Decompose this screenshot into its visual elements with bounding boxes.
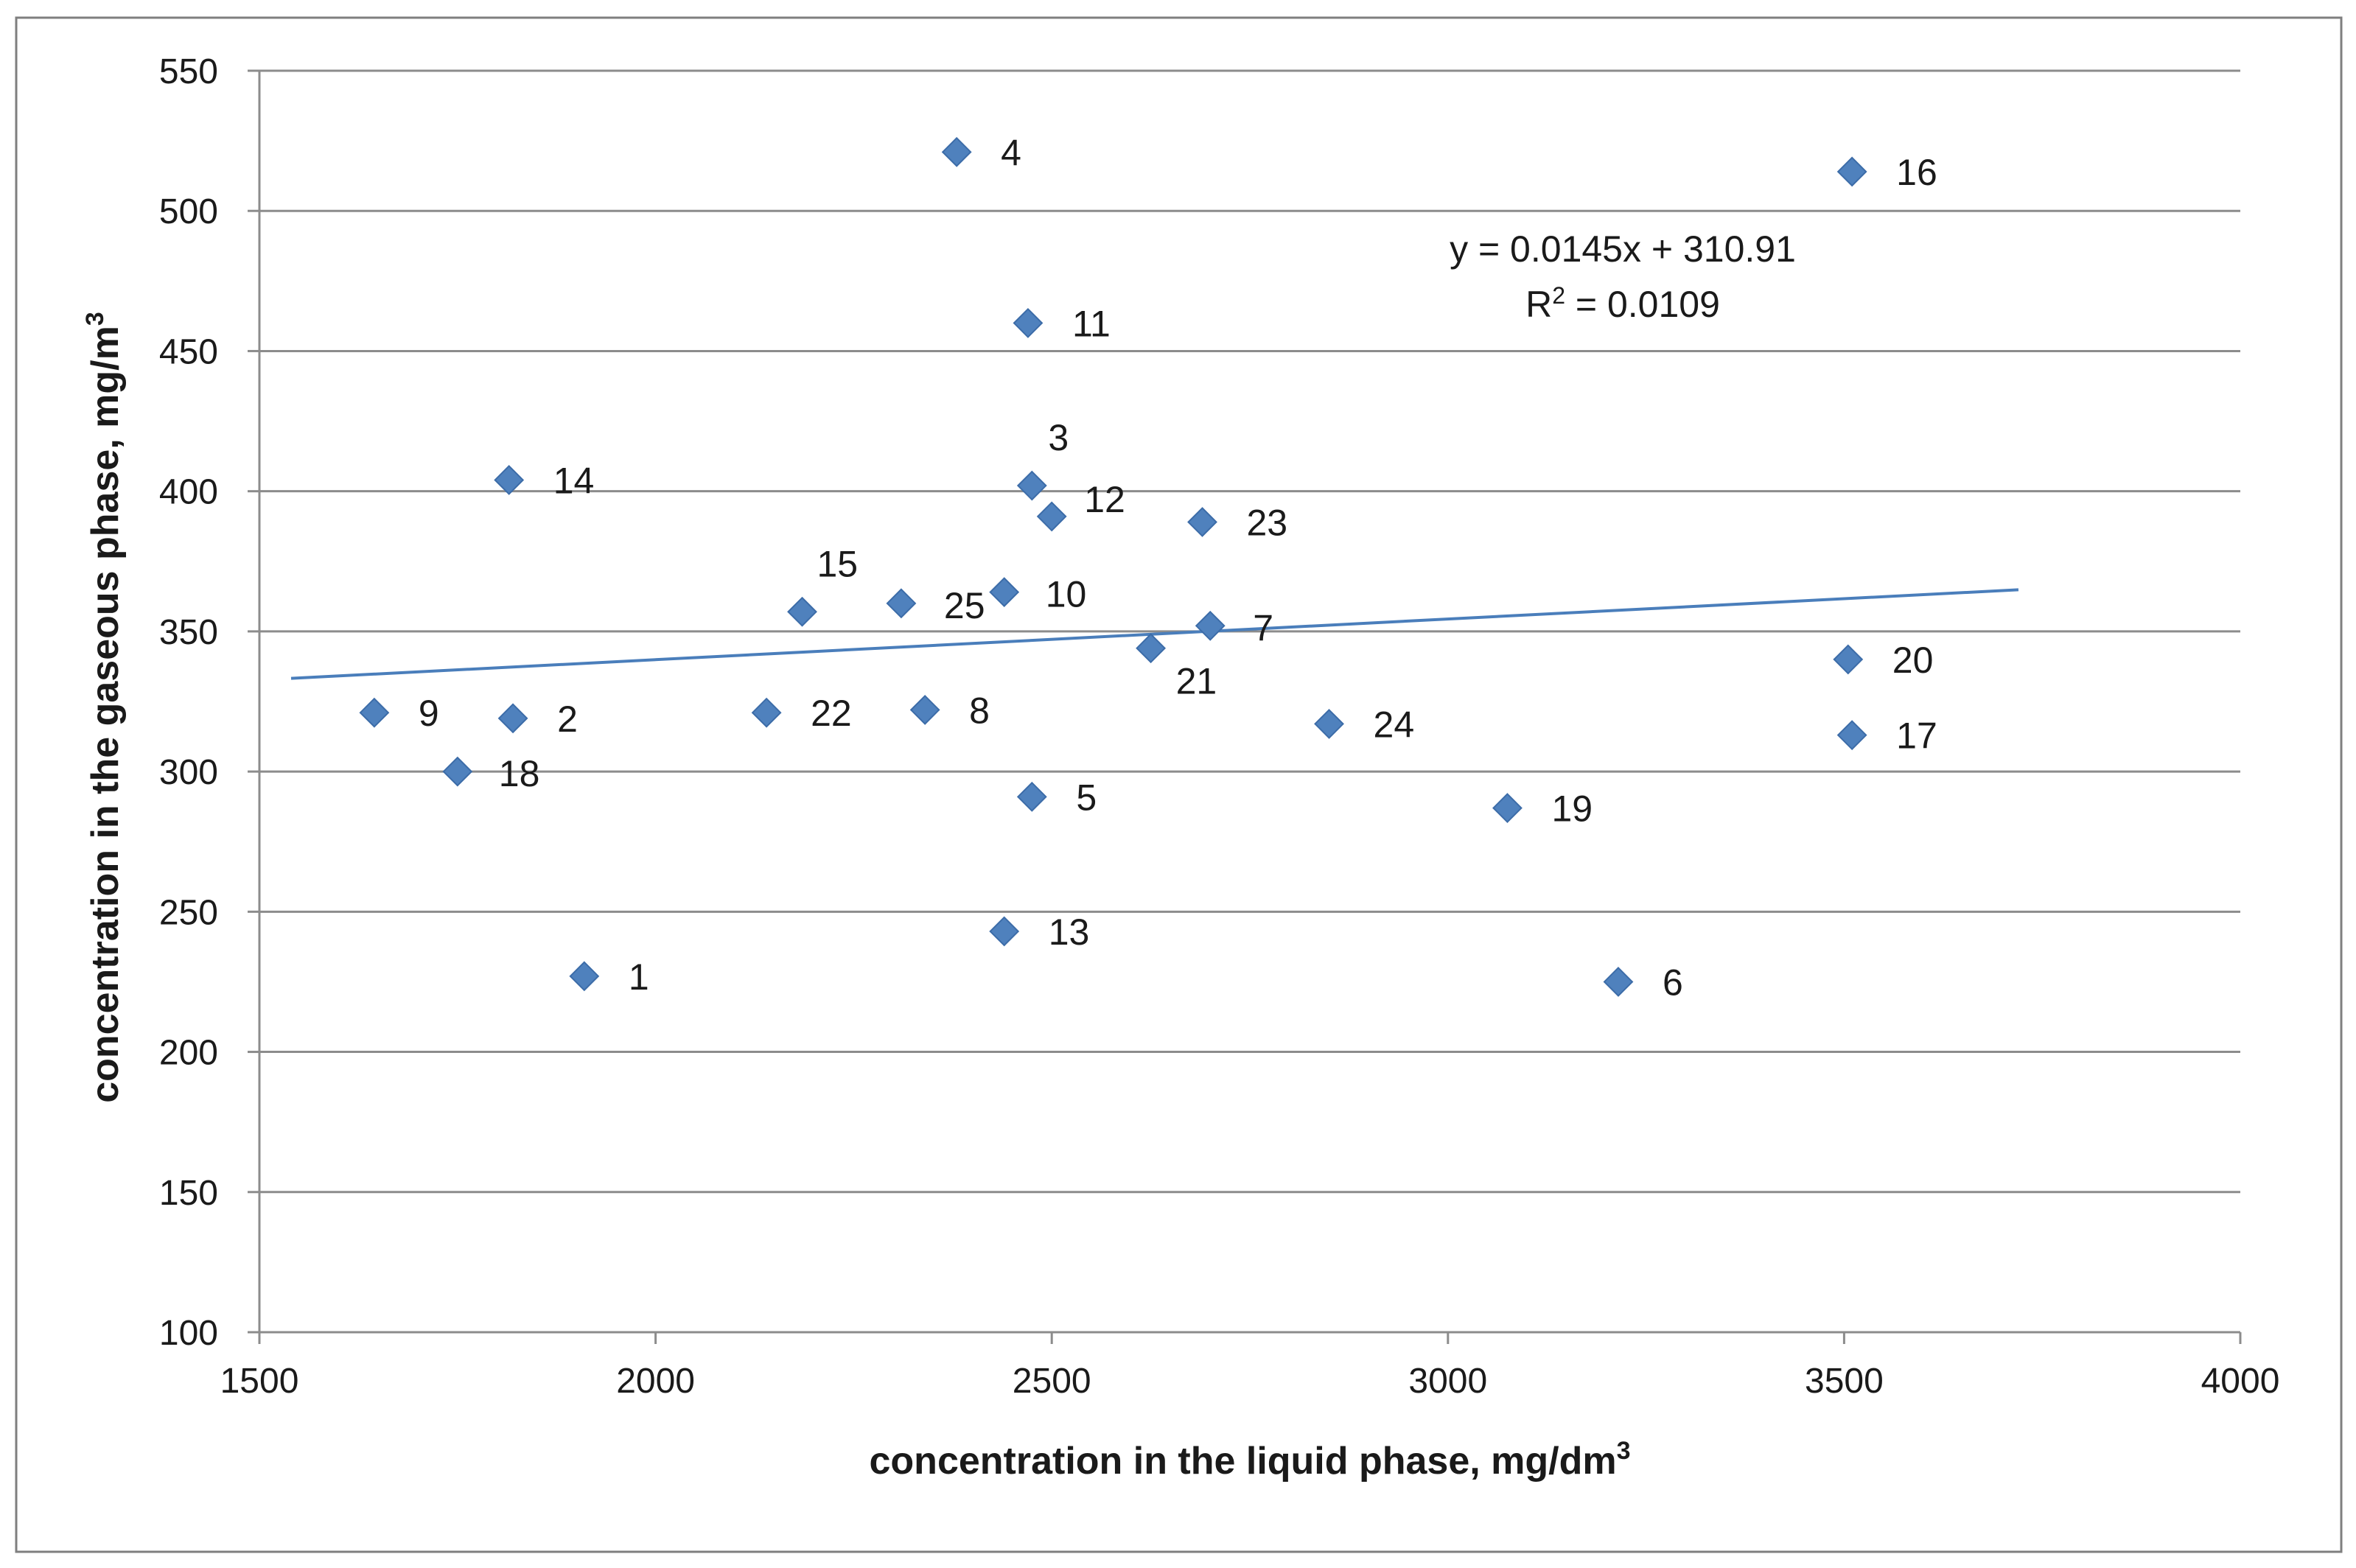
data-point-18 — [442, 756, 473, 787]
point-label-3: 3 — [1048, 417, 1069, 458]
point-label-2: 2 — [557, 699, 578, 740]
y-tick-label-450: 450 — [159, 332, 218, 371]
point-label-16: 16 — [1896, 152, 1937, 193]
point-label-11: 11 — [1072, 303, 1111, 344]
x-tick-label-3500: 3500 — [1805, 1362, 1884, 1401]
point-label-15: 15 — [817, 543, 859, 584]
y-tick-label-150: 150 — [159, 1174, 218, 1213]
point-label-18: 18 — [499, 753, 540, 794]
trendline-group — [290, 588, 2019, 680]
point-label-1: 1 — [629, 956, 649, 998]
y-axis-title-text: concentration in the gaseous phase, mg/m — [84, 326, 127, 1103]
y-tick-label-400: 400 — [159, 473, 218, 512]
point-label-10: 10 — [1046, 574, 1087, 615]
point-label-4: 4 — [1001, 132, 1021, 173]
point-labels: 1234567891011121314151617181920212223242… — [419, 132, 1937, 1003]
x-tick-label-3000: 3000 — [1408, 1362, 1487, 1401]
point-label-8: 8 — [969, 690, 990, 731]
data-point-9 — [359, 697, 390, 728]
data-points — [359, 136, 1867, 997]
trendline-r-squared: R2 = 0.0109 — [1525, 282, 1720, 325]
point-label-20: 20 — [1892, 640, 1934, 681]
y-tick-label-200: 200 — [159, 1034, 218, 1073]
axes — [248, 69, 2242, 1344]
data-point-6 — [1603, 967, 1634, 997]
y-tick-label-300: 300 — [159, 753, 218, 792]
x-tick-label-4000: 4000 — [2201, 1362, 2280, 1401]
data-point-1 — [569, 961, 600, 992]
y-tick-label-550: 550 — [159, 52, 218, 91]
x-tick-label-2000: 2000 — [616, 1362, 695, 1401]
outer-border — [15, 16, 2343, 1553]
data-point-2 — [497, 703, 528, 734]
data-point-19 — [1492, 793, 1523, 823]
x-tick-label-1500: 1500 — [220, 1362, 299, 1401]
data-point-12 — [1036, 501, 1067, 532]
point-label-9: 9 — [419, 693, 439, 734]
data-point-17 — [1836, 720, 1867, 751]
data-point-11 — [1013, 307, 1044, 338]
data-point-14 — [494, 465, 525, 495]
data-point-4 — [941, 136, 972, 167]
data-point-23 — [1187, 507, 1217, 537]
point-label-7: 7 — [1253, 607, 1273, 648]
r2-superscript: 2 — [1552, 282, 1565, 309]
point-label-21: 21 — [1176, 661, 1217, 702]
point-label-24: 24 — [1374, 704, 1415, 745]
y-tick-label-100: 100 — [159, 1314, 218, 1353]
data-point-13 — [989, 916, 1020, 947]
data-point-10 — [989, 577, 1020, 608]
data-point-7 — [1195, 610, 1226, 641]
data-point-3 — [1016, 470, 1047, 501]
r2-prefix: R — [1525, 284, 1552, 325]
data-point-24 — [1314, 709, 1344, 739]
point-label-17: 17 — [1896, 715, 1937, 757]
grid-lines — [259, 69, 2240, 1194]
data-point-8 — [909, 694, 940, 725]
x-axis-title: concentration in the liquid phase, mg/dm… — [870, 1437, 1631, 1483]
point-label-19: 19 — [1551, 788, 1593, 830]
point-label-6: 6 — [1663, 962, 1683, 1003]
x-axis-title-text: concentration in the liquid phase, mg/dm — [870, 1440, 1617, 1483]
data-point-16 — [1836, 156, 1867, 187]
data-point-5 — [1016, 781, 1047, 812]
y-tick-label-500: 500 — [159, 192, 218, 231]
data-point-15 — [787, 596, 817, 627]
x-tick-label-2500: 2500 — [1013, 1362, 1091, 1401]
point-label-23: 23 — [1246, 503, 1287, 544]
data-point-20 — [1833, 644, 1864, 675]
point-label-25: 25 — [944, 585, 985, 626]
point-label-5: 5 — [1076, 777, 1097, 818]
point-label-14: 14 — [553, 460, 595, 501]
point-label-13: 13 — [1049, 911, 1090, 953]
data-point-22 — [751, 697, 782, 728]
data-point-21 — [1136, 633, 1167, 664]
x-axis-title-superscript: 3 — [1617, 1437, 1631, 1465]
point-label-22: 22 — [811, 693, 852, 734]
y-tick-label-350: 350 — [159, 613, 218, 652]
linear-trendline — [290, 588, 2019, 680]
y-axis-title: concentration in the gaseous phase, mg/m… — [81, 312, 127, 1103]
y-axis-title-superscript: 3 — [81, 312, 109, 326]
trendline-equation: y = 0.0145x + 310.91 — [1450, 228, 1796, 270]
point-label-12: 12 — [1084, 479, 1125, 520]
y-tick-label-250: 250 — [159, 893, 218, 932]
data-point-25 — [886, 588, 917, 619]
r2-value: = 0.0109 — [1565, 284, 1720, 325]
